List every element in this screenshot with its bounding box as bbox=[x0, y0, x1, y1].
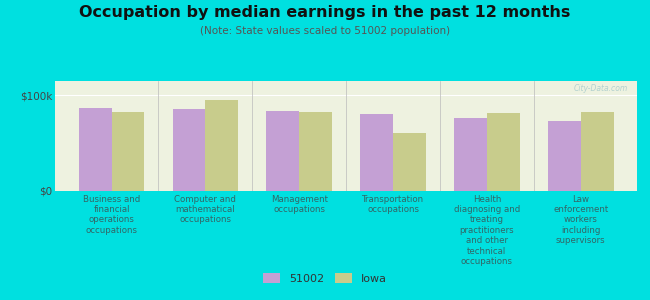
Text: Occupation by median earnings in the past 12 months: Occupation by median earnings in the pas… bbox=[79, 4, 571, 20]
Bar bbox=[79, 108, 112, 190]
Text: City-Data.com: City-Data.com bbox=[574, 84, 629, 93]
Bar bbox=[487, 113, 520, 190]
Bar bbox=[580, 112, 614, 190]
Bar bbox=[393, 134, 426, 190]
Bar bbox=[112, 112, 144, 190]
Bar bbox=[172, 109, 205, 190]
Bar bbox=[299, 112, 332, 190]
Bar bbox=[548, 121, 580, 190]
Legend: 51002, Iowa: 51002, Iowa bbox=[259, 269, 391, 288]
Text: (Note: State values scaled to 51002 population): (Note: State values scaled to 51002 popu… bbox=[200, 26, 450, 35]
Bar bbox=[266, 112, 299, 190]
Bar bbox=[360, 114, 393, 190]
Bar bbox=[205, 100, 238, 190]
Bar bbox=[454, 118, 487, 190]
